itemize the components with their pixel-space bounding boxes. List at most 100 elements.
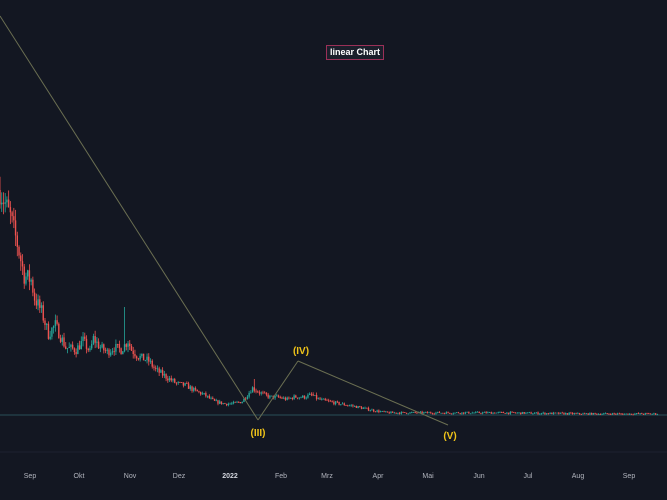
- candle-body: [374, 411, 377, 413]
- candle-body: [46, 323, 48, 325]
- chart-title-badge[interactable]: linear Chart: [326, 45, 385, 60]
- candle-body: [155, 367, 157, 369]
- candle-body: [234, 401, 236, 403]
- candle-body: [609, 414, 612, 415]
- x-tick-label: Jun: [473, 473, 484, 480]
- candle-body: [353, 405, 356, 407]
- candle-body: [367, 407, 370, 411]
- candle-body: [435, 412, 437, 414]
- candle-body: [635, 413, 638, 414]
- candle-body: [239, 402, 242, 404]
- candle-body: [642, 414, 645, 415]
- candle-body: [274, 395, 276, 399]
- candle-body: [644, 413, 646, 415]
- candle-body: [597, 414, 600, 415]
- x-tick-label: Sep: [24, 473, 37, 480]
- candle-body: [227, 403, 230, 406]
- candle-body: [648, 413, 650, 415]
- candle-body: [554, 412, 557, 414]
- candle-body: [146, 356, 148, 361]
- candle-body: [376, 410, 378, 412]
- candle-body: [260, 392, 262, 394]
- candle-body: [39, 299, 41, 308]
- candle-body: [73, 348, 76, 353]
- candle-body: [6, 199, 8, 203]
- candle-body: [604, 413, 607, 414]
- candle-body: [142, 353, 145, 361]
- candle-body: [485, 412, 487, 414]
- candle-body: [590, 412, 593, 415]
- candle-body: [381, 411, 384, 412]
- candle-body: [54, 320, 57, 327]
- candle-body: [514, 412, 517, 414]
- candle-body: [28, 270, 31, 282]
- candle-body: [215, 400, 217, 402]
- candle-body: [383, 411, 385, 412]
- candle-body: [412, 411, 415, 413]
- candle-body: [592, 412, 595, 415]
- candle-body: [281, 397, 283, 399]
- candle-body: [623, 413, 626, 415]
- candle-body: [653, 413, 655, 415]
- candle-body: [433, 413, 435, 415]
- candle-body: [364, 407, 366, 409]
- candle-body: [25, 276, 27, 284]
- x-tick-label: Mrz: [321, 473, 333, 480]
- candle-body: [217, 400, 219, 404]
- candle-body: [129, 343, 131, 347]
- candle-body: [312, 394, 314, 396]
- candle-body: [21, 261, 24, 267]
- candle-body: [355, 405, 358, 408]
- candle-body: [646, 413, 648, 414]
- candle-body: [615, 413, 617, 415]
- candle-body: [189, 386, 191, 389]
- candle-body: [343, 403, 345, 406]
- candle-body: [232, 401, 235, 404]
- candle-body: [502, 412, 505, 414]
- candle-body: [270, 395, 273, 397]
- candle-body: [108, 349, 110, 356]
- x-tick-label: Dez: [173, 473, 186, 480]
- candle-body: [11, 212, 13, 217]
- candle-body: [622, 413, 624, 415]
- candle-body: [196, 389, 198, 392]
- candle-body: [224, 403, 226, 404]
- candle-body: [326, 399, 328, 401]
- x-tick-label: Aug: [572, 473, 585, 480]
- candle-body: [205, 393, 207, 397]
- candle-body: [571, 412, 574, 415]
- candle-body: [466, 411, 468, 413]
- candle-body: [518, 412, 520, 414]
- candle-body: [14, 220, 17, 236]
- candle-body: [187, 383, 190, 389]
- candle-body: [167, 378, 169, 381]
- candle-body: [7, 199, 10, 208]
- candle-body: [395, 412, 397, 414]
- candle-body: [122, 351, 124, 355]
- candle-body: [386, 411, 389, 413]
- candle-body: [276, 395, 278, 397]
- x-axis: Sep Okt Nov Dez 2022 Feb Mrz Apr Mai Jun Jul Aug Sep: [24, 473, 636, 480]
- candle-body: [333, 401, 335, 405]
- candle-body: [2, 202, 5, 204]
- wave-labels-layer: (III) (IV) (V): [251, 346, 457, 442]
- candle-body: [303, 395, 306, 399]
- candle-body: [438, 411, 441, 414]
- candle-body: [390, 411, 392, 414]
- candle-body: [70, 344, 72, 347]
- candle-body: [565, 413, 567, 415]
- candle-body: [63, 337, 65, 347]
- candle-body: [589, 412, 591, 415]
- candle-body: [132, 350, 134, 354]
- candle-body: [431, 413, 434, 414]
- candle-body: [331, 401, 333, 403]
- candle-body: [222, 403, 224, 404]
- candle-body: [137, 358, 140, 360]
- candle-body: [495, 412, 498, 414]
- candle-body: [210, 397, 212, 399]
- candle-body: [457, 412, 460, 414]
- candle-body: [26, 270, 29, 277]
- candle-body: [23, 266, 25, 284]
- candle-body: [402, 411, 404, 413]
